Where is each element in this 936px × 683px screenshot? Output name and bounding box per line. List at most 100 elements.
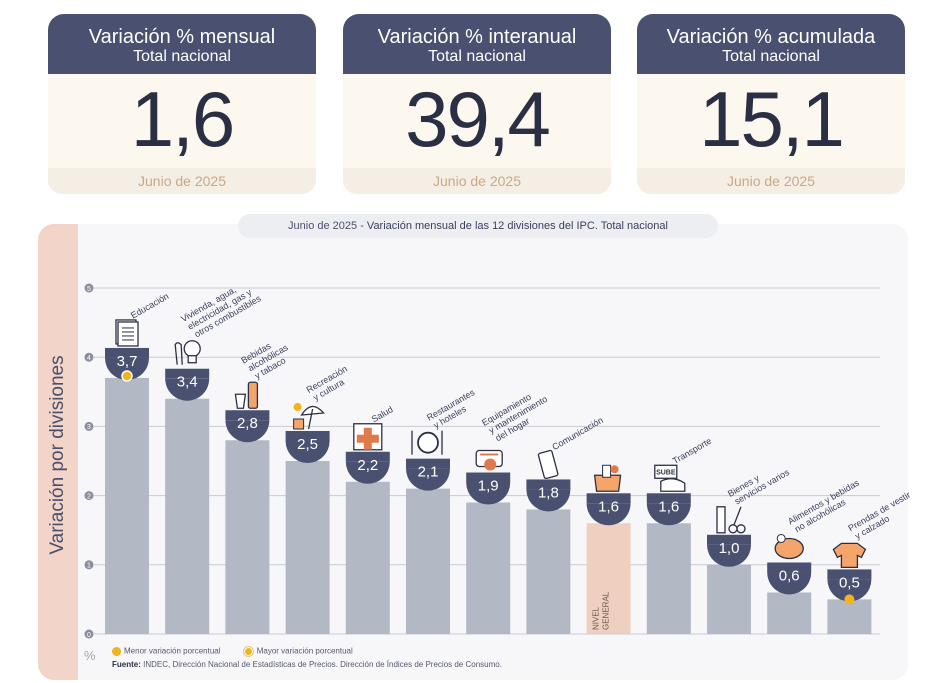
legend-max-marker [242, 646, 254, 657]
category-label: GENERAL [602, 591, 611, 630]
icon-part [654, 464, 678, 479]
value-label: 1,6 [598, 498, 619, 515]
chart-bar [586, 523, 631, 634]
icon-part [247, 381, 259, 409]
chart-bar [406, 488, 450, 634]
icon-part [187, 355, 197, 364]
icon-part [716, 506, 726, 534]
chart-bar [646, 523, 691, 634]
value-badge [285, 431, 330, 441]
value-badge [285, 441, 330, 464]
chart-bar [767, 592, 812, 634]
legend-min-label: Menor variación porcentual [124, 646, 221, 656]
bottle-glass-icon [234, 381, 259, 409]
kpi-title: Variación % mensual [88, 26, 276, 48]
icon-part [234, 393, 247, 409]
value-badge [165, 368, 210, 379]
bus-card-icon: SUBE [654, 464, 686, 492]
ytick-marker [84, 491, 94, 501]
kpi-card-header: Variación % mensual Total nacional [48, 14, 316, 74]
ytick-marker [84, 421, 94, 431]
value-badge [827, 569, 872, 580]
ytick-marker [84, 629, 94, 639]
icon-part [307, 408, 314, 430]
value-badge [466, 472, 511, 483]
book-icon [115, 319, 139, 347]
value-badge [707, 534, 751, 545]
kpi-title: Variación % interanual [377, 26, 577, 48]
chart-bar [345, 481, 390, 634]
ytick-label: 3 [87, 424, 91, 431]
category-label: Educación [129, 291, 170, 321]
icon-part [356, 427, 379, 450]
chart-bar [466, 502, 511, 634]
value-badge [105, 347, 149, 358]
value-badge [225, 410, 270, 421]
value-label: 3,4 [177, 374, 198, 391]
kpi-card-header: Variación % interanual Total nacional [343, 14, 611, 74]
icon-part [183, 340, 201, 358]
ytick-marker [84, 560, 94, 570]
ytick-label: 2 [87, 493, 91, 500]
value-label: 2,5 [297, 436, 318, 453]
ytick-label: 4 [87, 355, 91, 362]
icon-part [484, 458, 497, 471]
comb-scissors-icon [716, 506, 746, 534]
kpi-subtitle: Total nacional [722, 48, 820, 65]
kpi-subtitle: Total nacional [428, 48, 526, 65]
kpi-card-header: Variación % acumulada Total nacional [637, 14, 905, 74]
chart-title-main: Variación mensual de las 12 divisiones d… [366, 220, 668, 232]
value-label: 2,8 [237, 415, 258, 432]
icon-part [736, 524, 746, 534]
value-badge [526, 489, 571, 512]
icon-part [117, 321, 139, 347]
value-badge [646, 503, 691, 526]
icon-part [417, 431, 439, 454]
chicken-icon [774, 533, 804, 560]
value-badge [345, 451, 390, 462]
first-aid-icon [353, 423, 383, 451]
value-badge [767, 572, 812, 595]
chart-bar [285, 461, 330, 634]
value-badge [406, 468, 450, 491]
ytick-label: 1 [87, 563, 91, 570]
value-badge [827, 579, 872, 602]
icon-part [832, 542, 867, 569]
value-badge [105, 357, 149, 380]
chart-legend: Menor variación porcentual Mayor variaci… [112, 646, 353, 657]
value-label: 1,6 [658, 498, 679, 515]
icon-part [593, 474, 622, 492]
icon-sube-text: SUBE [656, 469, 676, 476]
icon-part [602, 464, 612, 478]
value-label: 0,5 [839, 574, 860, 591]
icon-part [293, 403, 302, 411]
value-label: 1,8 [538, 484, 559, 501]
category-label: NIVEL [592, 606, 601, 630]
chart-bar [827, 599, 872, 634]
kpi-card-body: 15,1 Junio de 2025 [637, 74, 905, 194]
value-badge [586, 503, 631, 526]
kpi-date: Junio de 2025 [343, 168, 611, 194]
chart-side-band [38, 224, 78, 680]
value-badge [526, 479, 571, 490]
value-label: 2,1 [418, 464, 439, 481]
legend-max-label: Mayor variación porcentual [256, 646, 353, 656]
icon-part [174, 342, 183, 365]
chart-bar [526, 509, 571, 634]
category-label: Salud [370, 404, 395, 424]
icon-part [660, 478, 686, 492]
source-note: Fuente: INDEC, Dirección Nacional de Est… [112, 660, 502, 669]
kpi-value: 15,1 [699, 75, 845, 163]
value-label: 2,2 [357, 457, 378, 474]
ytick-label: 5 [87, 286, 91, 293]
icon-part [733, 506, 742, 526]
ytick-marker [84, 352, 94, 362]
tools-icon [475, 449, 503, 471]
chart-bar [225, 440, 270, 634]
chart-bar [105, 377, 149, 634]
chart-yunit: % [84, 648, 96, 663]
kpi-title: Variación % acumulada [666, 26, 876, 48]
value-label: 0,6 [779, 567, 800, 584]
icon-part [776, 533, 786, 543]
